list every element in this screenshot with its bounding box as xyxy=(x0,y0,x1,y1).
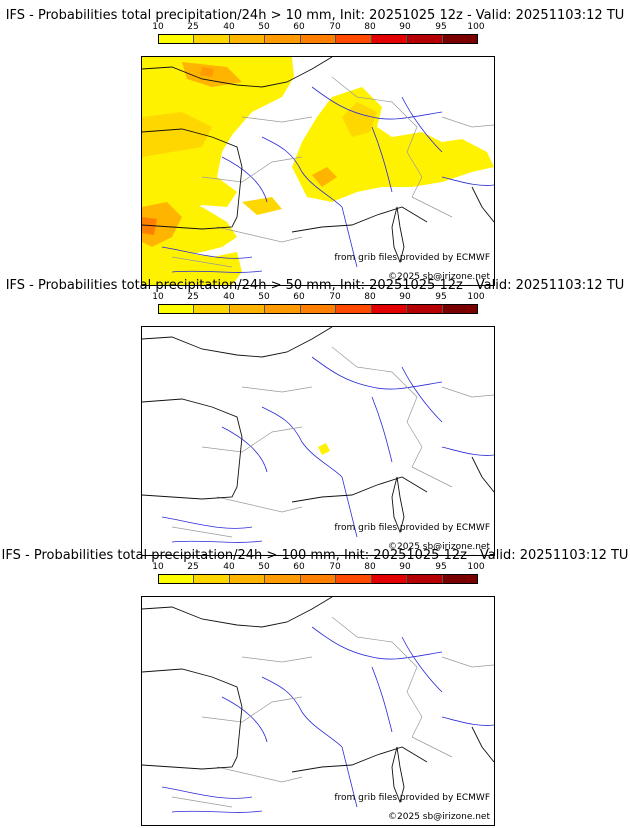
tick-label: 25 xyxy=(187,292,199,302)
tick-label: 90 xyxy=(399,562,411,572)
colorbar-segment xyxy=(371,35,408,43)
colorbar xyxy=(158,574,478,584)
colorbar-segment xyxy=(265,305,301,313)
tick-label: 90 xyxy=(399,22,411,32)
precip-areas xyxy=(318,443,330,455)
source-credit: from grib files provided by ECMWF xyxy=(334,793,490,803)
colorbar-segment xyxy=(194,575,230,583)
colorbar xyxy=(158,34,478,44)
colorbar-segment xyxy=(407,305,443,313)
colorbar-segment xyxy=(336,35,372,43)
source-credit: from grib files provided by ECMWF xyxy=(334,523,490,533)
colorbar-segment xyxy=(229,35,266,43)
colorbar-segment xyxy=(159,575,195,583)
copyright: ©2025 sb@irizone.net xyxy=(388,542,490,552)
borders xyxy=(171,76,494,268)
tick-label: 60 xyxy=(293,22,305,32)
borders xyxy=(171,346,494,538)
colorbar-ticks: 10 25 40 50 60 70 80 90 95 100 xyxy=(152,22,484,33)
tick-label: 80 xyxy=(364,562,376,572)
precip-areas xyxy=(142,57,494,285)
tick-label: 10 xyxy=(152,292,164,302)
colorbar-segment xyxy=(265,575,301,583)
tick-label: 70 xyxy=(329,292,341,302)
rivers xyxy=(161,356,494,543)
tick-label: 70 xyxy=(329,22,341,32)
colorbar xyxy=(158,304,478,314)
colorbar-ticks: 10 25 40 50 60 70 80 90 95 100 xyxy=(152,562,484,573)
colorbar-segment xyxy=(407,35,443,43)
tick-label: 40 xyxy=(223,22,235,32)
panel-50mm: IFS - Probabilities total precipitation/… xyxy=(0,278,630,556)
probability-map: from grib files provided by ECMWF ©2025 … xyxy=(141,56,495,286)
colorbar-segment xyxy=(229,575,266,583)
map-graphic xyxy=(142,57,494,285)
tick-label: 95 xyxy=(435,22,447,32)
coastlines xyxy=(142,327,494,534)
colorbar-segment xyxy=(336,575,372,583)
tick-label: 100 xyxy=(467,562,485,572)
tick-label: 60 xyxy=(293,562,305,572)
copyright: ©2025 sb@irizone.net xyxy=(388,812,490,822)
colorbar-ticks: 10 25 40 50 60 70 80 90 95 100 xyxy=(152,292,484,303)
colorbar-segment xyxy=(371,575,408,583)
probability-map: from grib files provided by ECMWF ©2025 … xyxy=(141,326,495,556)
tick-label: 50 xyxy=(258,562,270,572)
colorbar-segment xyxy=(159,305,195,313)
tick-label: 25 xyxy=(187,22,199,32)
coastlines xyxy=(142,57,494,264)
tick-label: 95 xyxy=(435,562,447,572)
tick-label: 100 xyxy=(467,292,485,302)
panel-title: IFS - Probabilities total precipitation/… xyxy=(5,278,625,293)
tick-label: 70 xyxy=(329,562,341,572)
tick-label: 10 xyxy=(152,562,164,572)
colorbar-segment xyxy=(442,305,477,313)
rivers xyxy=(161,626,494,813)
tick-label: 25 xyxy=(187,562,199,572)
panel-100mm: IFS - Probabilities total precipitation/… xyxy=(0,548,630,826)
colorbar-segment xyxy=(159,35,195,43)
tick-label: 95 xyxy=(435,292,447,302)
tick-label: 50 xyxy=(258,22,270,32)
tick-label: 80 xyxy=(364,292,376,302)
source-credit: from grib files provided by ECMWF xyxy=(334,253,490,263)
tick-label: 100 xyxy=(467,22,485,32)
tick-label: 40 xyxy=(223,562,235,572)
colorbar-segment xyxy=(229,305,266,313)
colorbar-segment xyxy=(442,575,477,583)
tick-label: 50 xyxy=(258,292,270,302)
colorbar-segment xyxy=(300,305,337,313)
panel-title: IFS - Probabilities total precipitation/… xyxy=(5,8,625,23)
probability-map: from grib files provided by ECMWF ©2025 … xyxy=(141,596,495,826)
tick-label: 80 xyxy=(364,22,376,32)
map-graphic xyxy=(142,327,494,543)
tick-label: 60 xyxy=(293,292,305,302)
colorbar-segment xyxy=(336,305,372,313)
tick-label: 10 xyxy=(152,22,164,32)
panel-10mm: IFS - Probabilities total precipitation/… xyxy=(0,8,630,286)
panel-title: IFS - Probabilities total precipitation/… xyxy=(1,548,629,563)
colorbar-segment xyxy=(300,575,337,583)
borders xyxy=(171,616,494,808)
colorbar-segment xyxy=(194,35,230,43)
coastlines xyxy=(142,597,494,804)
tick-label: 90 xyxy=(399,292,411,302)
colorbar-segment xyxy=(407,575,443,583)
colorbar-segment xyxy=(265,35,301,43)
colorbar-segment xyxy=(371,305,408,313)
colorbar-segment xyxy=(194,305,230,313)
colorbar-segment xyxy=(300,35,337,43)
map-graphic xyxy=(142,597,494,813)
tick-label: 40 xyxy=(223,292,235,302)
copyright: ©2025 sb@irizone.net xyxy=(388,272,490,282)
rivers xyxy=(161,86,494,273)
colorbar-segment xyxy=(442,35,477,43)
